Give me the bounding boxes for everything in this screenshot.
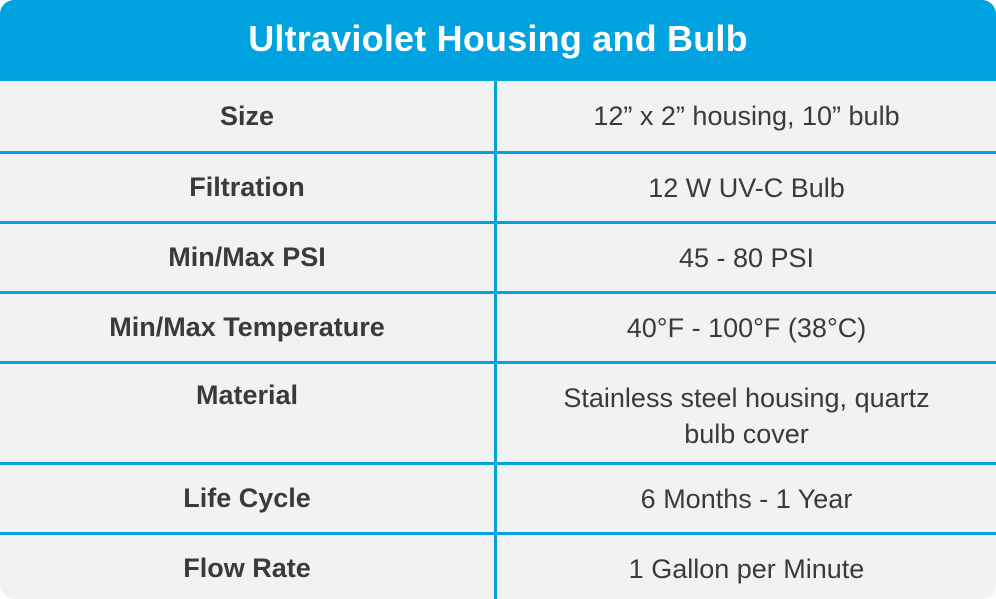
row-label-temperature: Min/Max Temperature xyxy=(0,294,497,361)
table-body: Size 12” x 2” housing, 10” bulb Filtrati… xyxy=(0,81,996,599)
row-label-psi: Min/Max PSI xyxy=(0,224,497,291)
table-row: Filtration 12 W UV-C Bulb xyxy=(0,151,996,221)
row-label-filtration: Filtration xyxy=(0,154,497,221)
row-value-life-cycle: 6 Months - 1 Year xyxy=(640,483,853,514)
row-label-material: Material xyxy=(0,364,497,462)
table-row: Min/Max PSI 45 - 80 PSI xyxy=(0,221,996,291)
row-value-filtration: 12 W UV-C Bulb xyxy=(648,172,845,203)
row-label-size: Size xyxy=(0,81,497,151)
table-title: Ultraviolet Housing and Bulb xyxy=(0,0,996,81)
row-value-material: Stainless steel housing, quartz bulb cov… xyxy=(563,383,930,449)
row-value-size: 12” x 2” housing, 10” bulb xyxy=(593,101,900,131)
table-row: Min/Max Temperature 40°F - 100°F (38°C) xyxy=(0,291,996,361)
table-row: Flow Rate 1 Gallon per Minute xyxy=(0,532,996,599)
table-row: Material Stainless steel housing, quartz… xyxy=(0,361,996,462)
row-label-flow-rate: Flow Rate xyxy=(0,535,497,599)
row-label-life-cycle: Life Cycle xyxy=(0,465,497,532)
row-value-temperature: 40°F - 100°F (38°C) xyxy=(626,312,867,343)
table-row: Life Cycle 6 Months - 1 Year xyxy=(0,462,996,532)
row-value-flow-rate: 1 Gallon per Minute xyxy=(628,553,865,584)
row-value-psi: 45 - 80 PSI xyxy=(678,242,815,273)
table-row: Size 12” x 2” housing, 10” bulb xyxy=(0,81,996,151)
